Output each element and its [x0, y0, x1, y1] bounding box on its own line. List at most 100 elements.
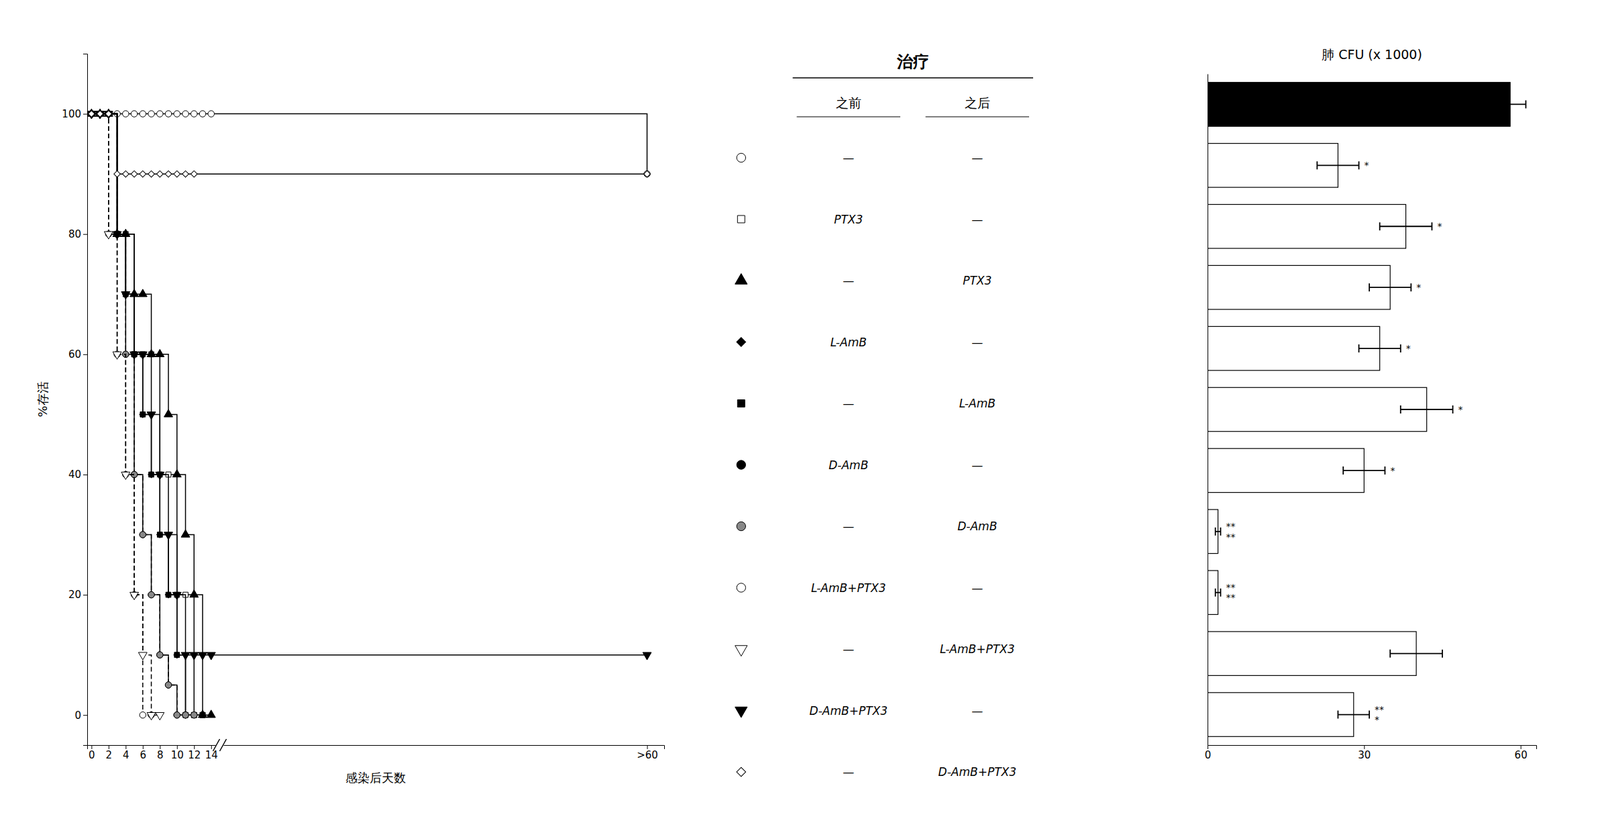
tick: >60: [636, 744, 659, 761]
table-column-header: 之前: [835, 95, 862, 111]
table-cell: L-AmB: [830, 335, 867, 349]
survival-marker: [139, 170, 147, 178]
survival-marker: [148, 470, 155, 478]
error-bar-cap: [1337, 710, 1340, 719]
bar: [1207, 631, 1417, 675]
tick-label: 2: [105, 748, 113, 761]
table-cell: —: [971, 458, 983, 472]
survival-marker: [165, 681, 172, 688]
table-cell: —: [971, 212, 983, 227]
survival-marker: [105, 111, 112, 117]
error-bar: [1215, 527, 1221, 536]
survival-marker: [164, 409, 174, 417]
tick: 20: [68, 588, 88, 601]
table-symbol: [736, 766, 746, 777]
table-cell: —: [842, 642, 855, 656]
tick: 60: [1514, 744, 1528, 761]
survival-marker: [174, 652, 180, 658]
survival-marker: [183, 711, 189, 718]
survival-marker: [182, 711, 189, 718]
survival-marker: [140, 411, 146, 418]
error-bar-cap: [1368, 283, 1370, 292]
survival-marker: [181, 652, 190, 660]
survival-marker: [121, 471, 131, 479]
table-cell: PTX3: [833, 212, 863, 227]
survival-marker: [199, 110, 206, 117]
significance-label: ****: [1225, 520, 1236, 542]
table-cell: —: [842, 764, 855, 779]
survival-marker: [88, 110, 96, 118]
bar: [1207, 692, 1354, 736]
table-cell: —: [971, 703, 983, 718]
axis-break-mark: [212, 738, 220, 751]
error-bar-cap: [1379, 222, 1381, 231]
tick: 60: [68, 348, 88, 361]
y-axis-line: [1207, 74, 1209, 746]
survival-marker: [139, 531, 146, 538]
survival-marker: [190, 170, 198, 178]
tick: 10: [171, 744, 184, 761]
tick: 0: [74, 709, 88, 722]
survival-marker: [191, 110, 198, 117]
tick: 8: [156, 744, 164, 761]
y-axis-line: [83, 54, 88, 746]
table-symbol: [735, 706, 748, 718]
survival-marker: [122, 110, 129, 117]
tick: 12: [187, 744, 201, 761]
axis-break-mark: [219, 738, 227, 751]
tick-label: 10: [171, 748, 184, 761]
survival-line: [91, 114, 194, 716]
tick-label: 100: [61, 108, 82, 121]
tick: 80: [68, 228, 88, 241]
survival-marker: [139, 110, 146, 117]
error-bar: [1494, 99, 1527, 109]
survival-marker: [156, 531, 164, 539]
tick-label: 40: [68, 468, 82, 481]
table-cell: L-AmB: [959, 396, 996, 410]
survival-marker: [105, 111, 112, 117]
survival-marker: [156, 651, 164, 658]
survival-marker: [105, 110, 113, 118]
tick: 14: [205, 744, 219, 761]
survival-line: [91, 114, 160, 716]
y-axis-title: %存活: [35, 381, 50, 417]
error-bar-cap: [1316, 161, 1318, 170]
survival-marker: [130, 591, 139, 600]
survival-marker: [165, 591, 172, 598]
error-bar-line: [1359, 347, 1401, 349]
survival-marker: [148, 170, 155, 178]
tick-label: 20: [68, 588, 82, 601]
table-symbol: [735, 645, 748, 657]
table-symbol: [735, 273, 748, 284]
survival-marker: [121, 291, 131, 300]
survival-marker: [165, 170, 172, 178]
significance-label: *: [1458, 403, 1464, 415]
survival-marker: [644, 170, 651, 178]
plot-area: [1207, 82, 1526, 737]
tick-label: 8: [156, 748, 164, 761]
survival-line: [91, 114, 211, 716]
survival-marker: [96, 110, 104, 118]
x-axis-title: 感染后天数: [345, 770, 406, 785]
bar: [1207, 326, 1380, 370]
significance-label: *: [1416, 281, 1421, 293]
table-cell: —: [842, 519, 855, 533]
y-axis: [1207, 74, 1209, 746]
survival-marker: [138, 289, 147, 297]
significance-label: *: [1436, 220, 1442, 232]
survival-marker: [191, 711, 198, 718]
survival-marker: [198, 652, 208, 660]
error-bar-line: [1494, 103, 1527, 106]
tick-mark: [83, 594, 88, 596]
error-bar-line: [1337, 713, 1370, 716]
survival-marker: [199, 711, 206, 718]
error-bar-cap: [1384, 466, 1386, 475]
table-title: 治疗: [896, 52, 930, 72]
survival-marker: [155, 471, 165, 479]
error-bar-cap: [1400, 405, 1402, 414]
survival-marker: [173, 651, 181, 659]
tick: 2: [105, 744, 113, 761]
survival-marker: [88, 111, 94, 117]
error-bar-line: [1215, 591, 1221, 594]
tick: 0: [1204, 744, 1212, 761]
